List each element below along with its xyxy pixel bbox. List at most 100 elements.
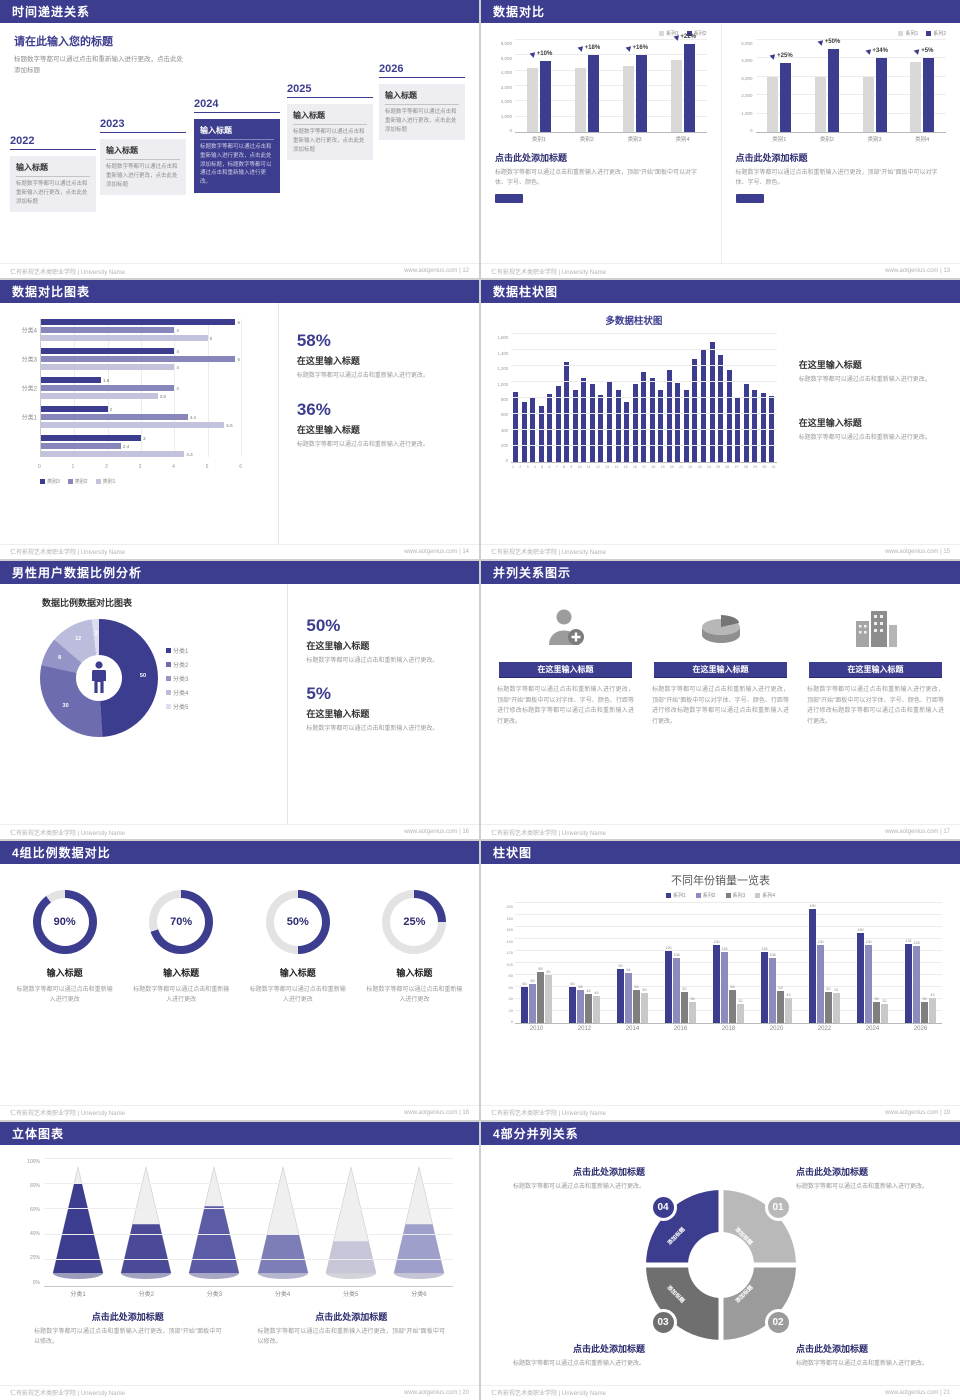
slide-parallel-relationship[interactable]: 并列关系图示 在这里输入标题 标题数字等都可以通过点击和重新输入进行更改，顶部“… — [481, 560, 960, 840]
title-ribbon-button[interactable]: 在这里输入标题 — [499, 661, 632, 677]
legend-swatch — [95, 479, 101, 485]
title-ribbon-button[interactable]: 在这里输入标题 — [809, 661, 942, 677]
bar — [905, 944, 912, 1024]
bar-wrap: 51 — [833, 988, 840, 1024]
series2-bar — [923, 58, 935, 132]
gridline — [515, 69, 707, 71]
slide-title: 数据对比图表 — [12, 285, 91, 300]
bar-wrap: 65 — [529, 979, 536, 1024]
slide-data-comparison[interactable]: 数据对比 系列1 系列2 6,000 5,000 4,000 3,000 2,000 1,0… — [481, 0, 960, 279]
plot-area: 60 65 85 80 60 55 48 45 90 84 55 50 120 108 52 36 130 118… — [515, 902, 942, 1025]
legend-label: 分类1 — [173, 648, 189, 655]
gridline — [515, 100, 707, 102]
value-label: 45 — [594, 991, 599, 996]
slide-title: 时间递进关系 — [12, 5, 91, 19]
y-tick-label: 3,000 — [500, 84, 512, 90]
bar-wrap: 80 — [545, 970, 552, 1024]
legend-item: 系列3 — [725, 892, 745, 899]
bar-wrap: 130 — [817, 940, 824, 1024]
accent-chip[interactable] — [735, 194, 764, 204]
timeline-item-2024[interactable]: 2024 输入标题 标题数字等都可以通过点击和重新输入进行更改，点击此处添加标题… — [194, 98, 280, 193]
bar — [521, 401, 527, 463]
bar-row: 2.4 — [41, 443, 240, 450]
x-tick-label: 3 — [138, 464, 142, 471]
value-label: 32 — [738, 999, 743, 1003]
series1-bar — [814, 76, 826, 132]
legend-swatch — [695, 893, 701, 899]
timeline-item-2022[interactable]: 2022 输入标题 标题数字等都可以通过点击和重新输入进行更改，点击此处添加标题 — [10, 135, 96, 213]
timeline-item-2025[interactable]: 2025 输入标题 标题数字等都可以通过点击和重新输入进行更改，点击此处添加标题 — [287, 83, 373, 161]
gridline — [207, 319, 209, 458]
stat-text: 标题数字等都可以通过点击和重新输入进行更改。 — [296, 441, 429, 448]
value-label: 1.8 — [103, 377, 110, 383]
cone-3d — [51, 1163, 105, 1286]
bar — [769, 396, 775, 463]
bar — [683, 390, 689, 463]
timeline-year: 2023 — [100, 118, 186, 133]
bar-row: 4 — [41, 348, 240, 355]
bar-wrap: 150 — [857, 928, 864, 1024]
bar — [41, 364, 175, 371]
y-axis: 6,000 5,000 4,000 3,000 2,000 1,000 0 — [495, 41, 515, 133]
bar-wrap: 42 — [929, 993, 936, 1024]
delta-badge: +16% — [625, 44, 648, 53]
bar — [555, 386, 561, 463]
category-label: 2016 — [673, 1026, 688, 1033]
slide-four-part-relationship[interactable]: 4部分并列关系 点击此处添加标题 标题数字等都可以通过点击和重新输入进行更改。 … — [481, 1121, 960, 1400]
timeline-item-2023[interactable]: 2023 输入标题 标题数字等都可以通过点击和重新输入进行更改，点击此处添加标题 — [100, 118, 186, 196]
value-label: 52 — [826, 987, 831, 991]
bar — [701, 348, 707, 463]
bar-wrap: 36 — [921, 997, 928, 1024]
bar-wrap: 42 — [785, 993, 792, 1024]
x-tick-label: 5 — [205, 464, 209, 471]
gridline — [515, 1010, 942, 1012]
bar — [41, 377, 101, 384]
gridline — [515, 962, 942, 964]
delta-badge: +18% — [577, 44, 600, 53]
bar-row: 3 — [41, 435, 240, 442]
legend-item: 类别2 — [67, 478, 88, 485]
slide-comparison-bar-chart[interactable]: 数据对比图表 分类4 6 4 5 分类3 4 6 4 分类2 1.8 4 3.5 分类1 2 4.4 5.5 3… — [0, 280, 479, 559]
gridline — [44, 1233, 453, 1235]
bar — [709, 342, 715, 463]
legend-label: 分类5 — [173, 704, 189, 711]
slide-four-ratio-comparison[interactable]: 4组比例数据对比 90% 输入标题 标题数字等都可以通过点击和重新输入进行更改 70%… — [0, 841, 479, 1120]
category-label: 类别4 — [675, 137, 690, 143]
bar-wrap: 60 — [521, 982, 528, 1024]
bar-wrap: 36 — [689, 997, 696, 1024]
caption-text: 标题数字等都可以通过点击和重新输入进行更改，顶部“开始”面板中可以修改。 — [34, 1328, 222, 1345]
gridline — [511, 365, 777, 367]
slide-content: 在这里输入标题 标题数字等都可以通过点击和重新输入进行更改，顶部“开始”面板中可… — [481, 584, 960, 824]
segment-value-label: 30 — [62, 703, 69, 710]
gridline — [511, 429, 777, 431]
chart-legend: 系列1 系列2 — [736, 29, 946, 37]
slide-male-ratio-analysis[interactable]: 男性用户数据比例分析 数据比例数据对比图表 50 30 8 12 2 分类1 分类2 分类3… — [0, 560, 479, 840]
slide-title: 数据柱状图 — [493, 285, 559, 300]
delta-value: +25% — [777, 53, 793, 59]
y-tick-label: 20% — [29, 1255, 40, 1262]
category-label: 2022 — [817, 1026, 832, 1033]
slide-column-chart[interactable]: 数据柱状图 多数据柱状图 1,600 1,400 1,200 1,000 800 600 4… — [481, 280, 960, 559]
slide-3d-chart[interactable]: 立体图表 100% 80% 60% 40% 20% 0% 分类1 分类2 分类3 分类4 分类5 分… — [0, 1121, 479, 1400]
slide-title-bar: 柱状图 — [481, 841, 960, 865]
timeline-item-2026[interactable]: 2026 输入标题 标题数字等都可以通过点击和重新输入进行更改，点击此处添加标题 — [379, 63, 465, 141]
slide-footer: 仁有影视艺术类职业学院 | University Name www.aotgen… — [481, 543, 960, 559]
caption-block: 点击此处添加标题 标题数字等都可以通过点击和重新输入进行更改。 — [497, 1342, 645, 1369]
slide-yearly-sales-chart[interactable]: 柱状图 不同年份销量一览表 系列1 系列2 系列3 系列4 200 180 160 140 1… — [481, 841, 960, 1120]
segment-number: 03 — [649, 1308, 677, 1336]
bar-wrap: 55 — [729, 985, 736, 1024]
gridline — [515, 902, 942, 904]
bar-group: +10% — [521, 41, 557, 132]
title-ribbon-button[interactable]: 在这里输入标题 — [654, 661, 787, 677]
bar — [564, 362, 570, 463]
legend-swatch — [166, 661, 171, 667]
bar-row: 3.5 — [41, 393, 240, 400]
bar — [825, 992, 832, 1024]
bar-group: 150 130 36 32 — [857, 928, 888, 1024]
y-tick-label: 0 — [505, 458, 508, 464]
bar — [624, 401, 630, 463]
slide-time-progression[interactable]: 时间递进关系 请在此输入您的标题 标题数字等都可以通过点击和重新输入进行更改，点… — [0, 0, 479, 279]
gridline — [755, 94, 946, 96]
accent-chip[interactable] — [495, 194, 523, 204]
value-label: 53 — [778, 986, 783, 991]
